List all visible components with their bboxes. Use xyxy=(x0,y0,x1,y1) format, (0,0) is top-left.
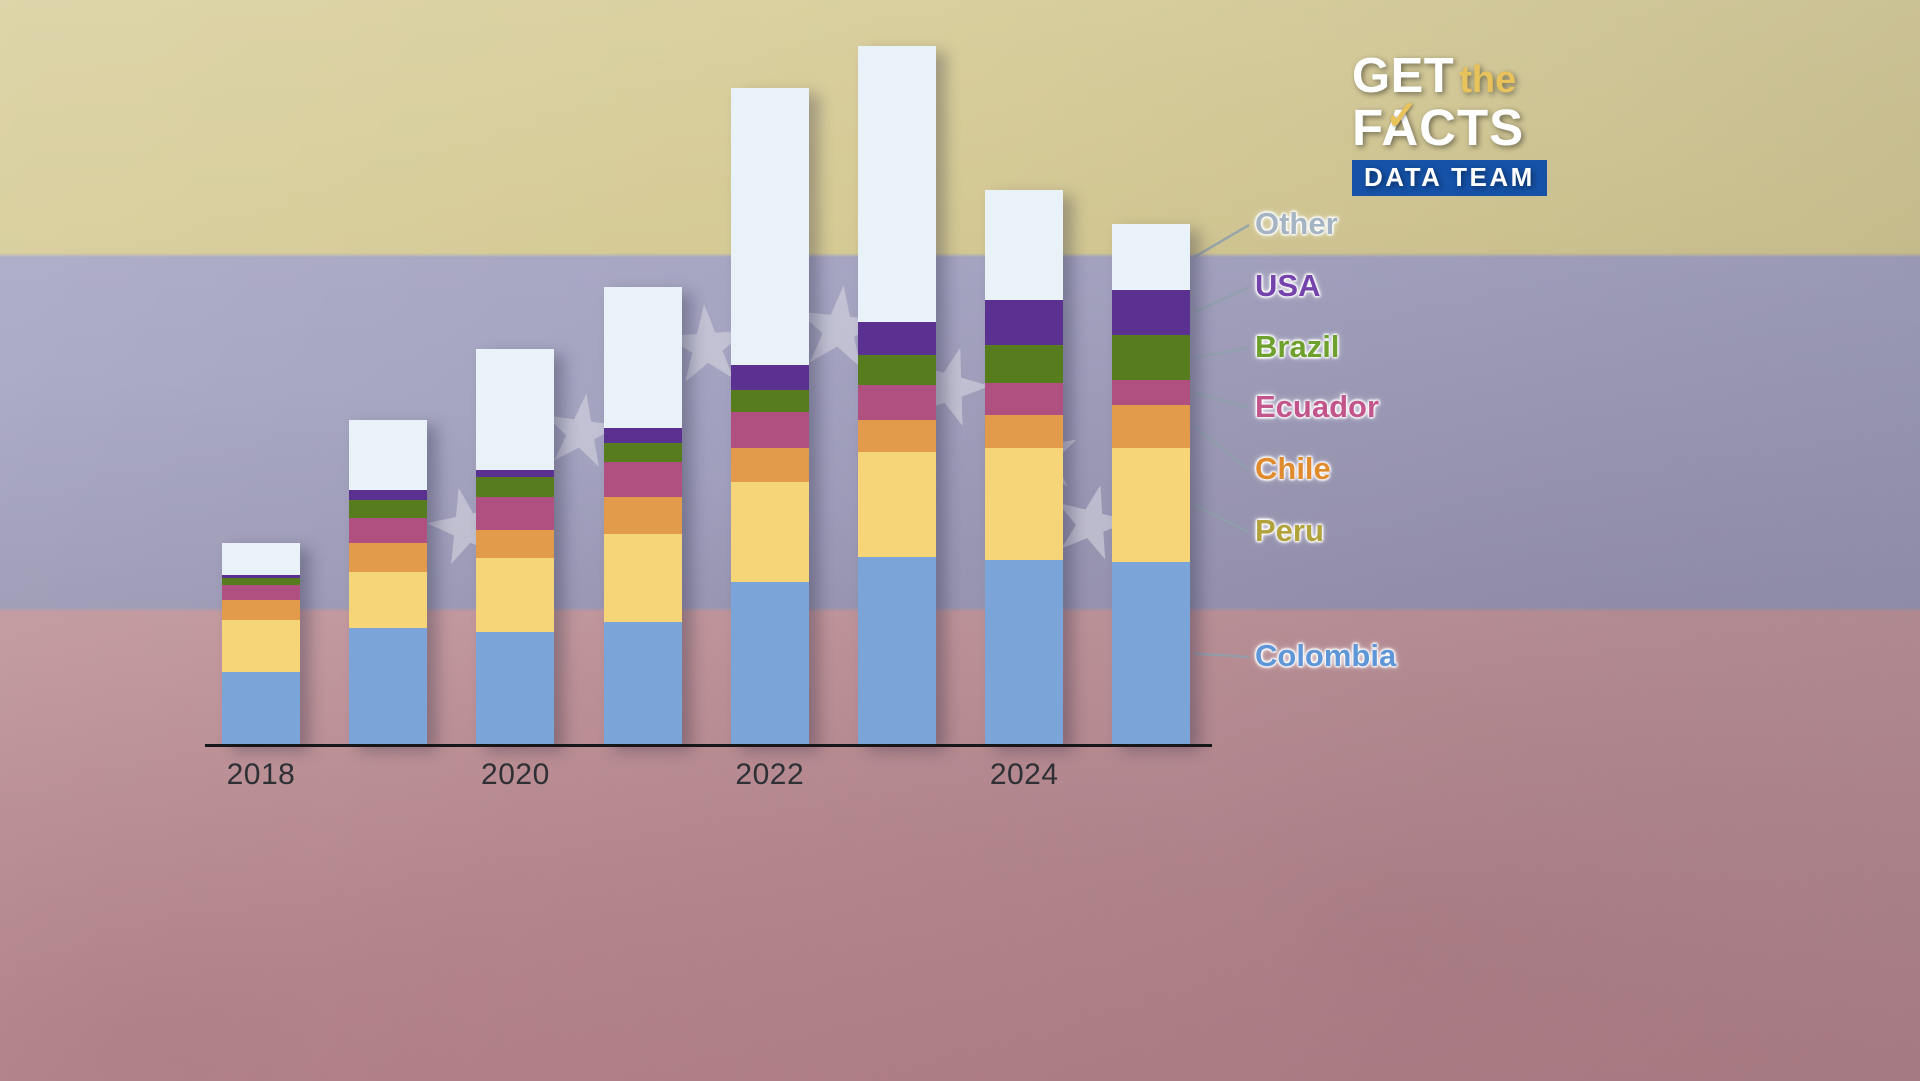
legend-label-ecuador: Ecuador xyxy=(1255,389,1380,424)
bar-2021 xyxy=(603,287,682,745)
segment-brazil-2025 xyxy=(1112,335,1191,380)
segment-chile-2022 xyxy=(730,448,809,482)
bar-2025 xyxy=(1112,224,1191,745)
leader-line-usa xyxy=(1193,285,1250,314)
segment-colombia-2021 xyxy=(603,622,682,745)
logo-facts-text: FACTS ✓ xyxy=(1352,96,1547,156)
x-tick-2018: 2018 xyxy=(226,758,296,791)
segment-brazil-2023 xyxy=(858,355,936,385)
logo-the-text: the xyxy=(1459,59,1517,101)
segment-colombia-2025 xyxy=(1112,562,1191,745)
segment-ecuador-2021 xyxy=(603,462,682,497)
x-axis-line xyxy=(205,744,1212,747)
segment-chile-2024 xyxy=(985,415,1064,448)
segment-chile-2018 xyxy=(222,600,300,620)
logo-data-team-banner: DATA TEAM xyxy=(1352,159,1547,196)
logo-checkmark-icon: ✓ xyxy=(1385,93,1420,138)
segment-chile-2025 xyxy=(1112,405,1191,448)
segment-peru-2018 xyxy=(222,620,300,672)
logo-get-text: GET xyxy=(1352,49,1455,103)
segment-usa-2022 xyxy=(730,365,809,390)
legend-label-usa: USA xyxy=(1255,268,1321,303)
segment-peru-2025 xyxy=(1112,448,1191,562)
segment-other-2020 xyxy=(476,349,555,470)
segment-other-2022 xyxy=(730,88,809,365)
segment-colombia-2019 xyxy=(349,628,428,745)
x-tick-2020: 2020 xyxy=(481,758,550,791)
leader-line-brazil xyxy=(1194,346,1250,359)
segment-chile-2021 xyxy=(603,497,682,534)
segment-usa-2021 xyxy=(603,428,682,443)
leader-line-other xyxy=(1193,223,1250,259)
segment-ecuador-2020 xyxy=(476,497,555,530)
segment-peru-2024 xyxy=(985,448,1064,560)
segment-peru-2019 xyxy=(349,572,428,628)
segment-chile-2020 xyxy=(476,530,555,558)
leader-line-ecuador xyxy=(1194,391,1250,410)
segment-other-2019 xyxy=(349,420,428,490)
segment-usa-2020 xyxy=(476,470,555,477)
segment-other-2024 xyxy=(985,190,1064,300)
segment-ecuador-2022 xyxy=(730,412,809,448)
segment-peru-2020 xyxy=(476,558,555,632)
leader-line-colombia xyxy=(1194,652,1250,659)
segment-colombia-2018 xyxy=(222,672,300,745)
bar-2024 xyxy=(985,190,1064,745)
segment-brazil-2024 xyxy=(985,345,1064,383)
segment-usa-2019 xyxy=(349,490,428,500)
get-the-facts-logo: GET the FACTS ✓ DATA TEAM xyxy=(1352,49,1547,196)
segment-ecuador-2024 xyxy=(985,383,1064,415)
legend-label-chile: Chile xyxy=(1255,451,1331,486)
legend-label-brazil: Brazil xyxy=(1255,329,1340,364)
logo-line-1: GET the xyxy=(1352,49,1547,103)
segment-chile-2019 xyxy=(349,543,428,572)
segment-other-2021 xyxy=(603,287,682,428)
logo-facts-word: FACTS xyxy=(1352,98,1525,156)
segment-ecuador-2025 xyxy=(1112,380,1191,405)
leader-line-peru xyxy=(1193,503,1250,534)
legend-label-other: Other xyxy=(1255,206,1338,241)
x-tick-2022: 2022 xyxy=(735,758,805,791)
segment-usa-2023 xyxy=(858,322,936,355)
segment-peru-2023 xyxy=(858,452,936,557)
bar-2019 xyxy=(349,420,428,745)
segment-usa-2025 xyxy=(1112,290,1191,335)
legend-label-peru: Peru xyxy=(1255,513,1324,548)
segment-other-2025 xyxy=(1112,224,1191,290)
segment-colombia-2022 xyxy=(730,582,809,745)
segment-peru-2021 xyxy=(603,534,682,622)
bar-2018 xyxy=(222,543,300,745)
segment-colombia-2023 xyxy=(858,557,936,745)
segment-usa-2024 xyxy=(985,300,1064,345)
segment-brazil-2019 xyxy=(349,500,428,518)
segment-ecuador-2019 xyxy=(349,518,428,543)
legend-label-colombia: Colombia xyxy=(1255,638,1397,673)
segment-ecuador-2023 xyxy=(858,385,936,420)
bar-2022 xyxy=(730,88,809,745)
segment-brazil-2018 xyxy=(222,578,300,585)
segment-brazil-2022 xyxy=(730,390,809,412)
segment-peru-2022 xyxy=(730,482,809,582)
leader-line-chile xyxy=(1193,425,1250,471)
bar-2020 xyxy=(476,349,555,745)
x-tick-2024: 2024 xyxy=(989,758,1059,791)
segment-other-2023 xyxy=(858,46,936,322)
segment-colombia-2020 xyxy=(476,632,555,745)
segment-ecuador-2018 xyxy=(222,585,300,600)
segment-colombia-2024 xyxy=(985,560,1064,745)
segment-other-2018 xyxy=(222,543,300,575)
segment-usa-2018 xyxy=(222,575,300,578)
segment-brazil-2020 xyxy=(476,477,555,497)
bar-2023 xyxy=(858,46,936,745)
segment-chile-2023 xyxy=(858,420,936,452)
segment-brazil-2021 xyxy=(603,443,682,462)
